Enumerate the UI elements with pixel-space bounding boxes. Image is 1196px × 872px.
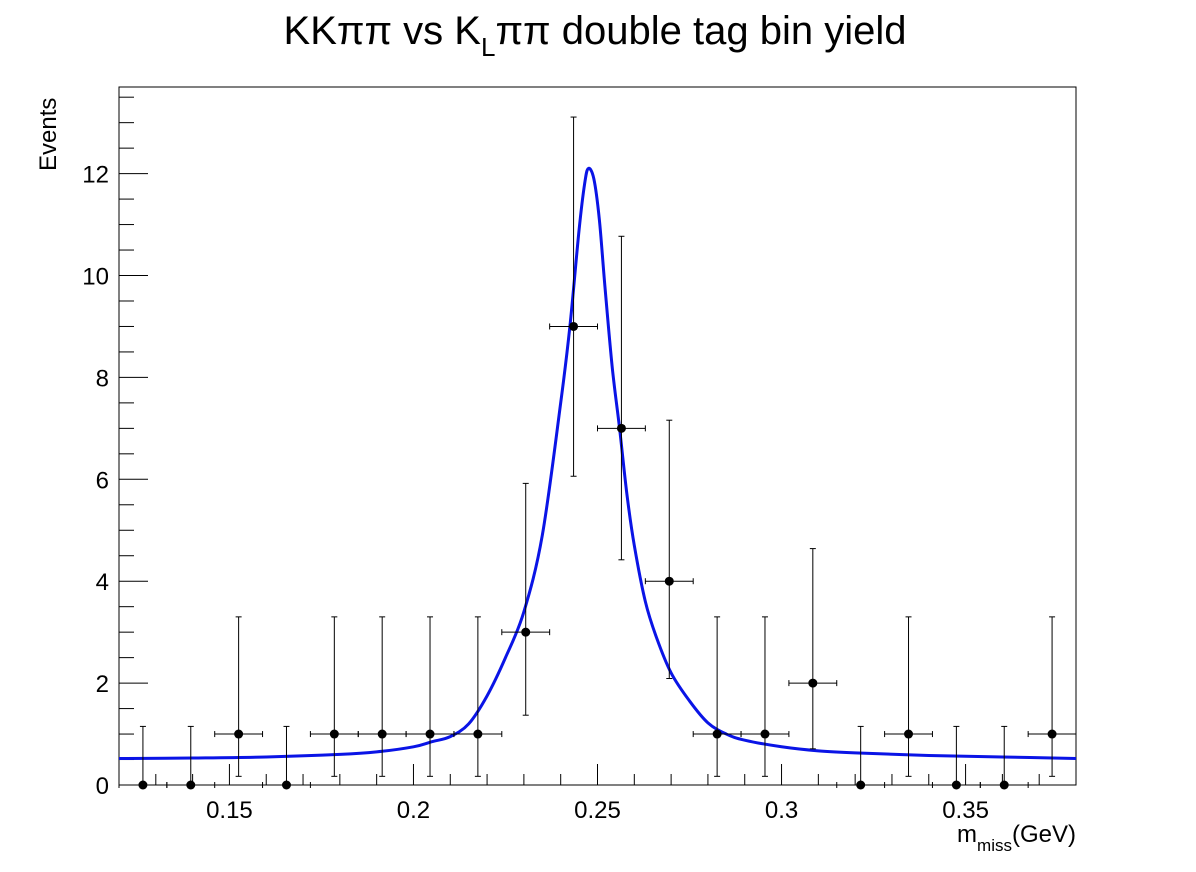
data-marker xyxy=(569,321,579,331)
x-axis-title-subscript: miss xyxy=(977,836,1012,855)
data-marker xyxy=(808,678,818,688)
x-axis-title-main: m xyxy=(957,821,977,848)
data-point xyxy=(788,548,838,750)
chart-title-suffix: ππ double tag bin yield xyxy=(495,9,906,53)
data-marker xyxy=(1047,729,1057,739)
data-point xyxy=(262,725,311,790)
data-marker xyxy=(760,729,770,739)
data-point xyxy=(501,482,551,716)
data-marker xyxy=(856,780,866,790)
y-tick-label: 4 xyxy=(96,569,109,596)
y-tick-label: 0 xyxy=(96,773,109,800)
data-marker xyxy=(712,729,722,739)
chart-title-subscript: L xyxy=(481,32,495,62)
data-marker xyxy=(521,627,531,637)
data-marker xyxy=(664,576,674,586)
data-marker xyxy=(234,729,244,739)
data-point xyxy=(309,616,359,777)
data-point xyxy=(166,725,216,790)
chart-title: KKππ vs KLππ double tag bin yield xyxy=(284,9,907,62)
x-axis-title: mmiss(GeV) xyxy=(957,821,1076,855)
x-axis: 0.15 0.2 0.25 0.3 0.35 xyxy=(118,764,1077,824)
chart-title-prefix: KKππ vs K xyxy=(284,9,482,53)
y-tick-label: 6 xyxy=(96,467,109,494)
data-point xyxy=(453,616,503,777)
data-point xyxy=(405,616,455,777)
x-tick-label: 0.3 xyxy=(765,797,798,824)
data-marker xyxy=(425,729,435,739)
x-tick-label: 0.25 xyxy=(574,797,621,824)
data-marker xyxy=(138,780,148,790)
data-marker xyxy=(999,780,1009,790)
fit-curve xyxy=(118,166,1077,761)
data-point xyxy=(1027,616,1077,777)
data-marker xyxy=(329,729,339,739)
y-tick-label: 10 xyxy=(82,264,109,291)
data-marker xyxy=(904,729,914,739)
data-point xyxy=(979,725,1029,790)
y-tick-label: 8 xyxy=(96,365,109,392)
data-point xyxy=(740,616,790,777)
data-point xyxy=(118,725,168,790)
data-point xyxy=(214,616,264,777)
fit-curve-layer xyxy=(118,166,1077,761)
data-marker xyxy=(377,729,387,739)
x-tick-label: 0.35 xyxy=(942,797,989,824)
x-tick-label: 0.15 xyxy=(206,797,253,824)
data-point xyxy=(549,116,598,477)
data-marker xyxy=(473,729,483,739)
data-marker xyxy=(186,780,196,790)
data-points-layer xyxy=(118,116,1077,790)
data-point xyxy=(597,235,646,561)
y-axis: 0 2 4 6 8 10 12 xyxy=(82,96,148,800)
data-marker xyxy=(281,780,291,790)
data-marker xyxy=(951,780,961,790)
data-point xyxy=(836,725,886,790)
y-tick-label: 2 xyxy=(96,671,109,698)
x-tick-label: 0.2 xyxy=(397,797,430,824)
data-point xyxy=(644,419,694,680)
y-tick-label: 12 xyxy=(82,162,109,189)
data-point xyxy=(692,616,742,777)
plot-area: 0 2 4 6 8 10 12 0.15 0.2 0.25 0.3 0.35 xyxy=(82,86,1077,824)
data-marker xyxy=(616,423,626,433)
data-point xyxy=(884,616,933,777)
x-axis-title-unit: (GeV) xyxy=(1012,821,1076,848)
y-axis-title: Events xyxy=(35,98,62,171)
